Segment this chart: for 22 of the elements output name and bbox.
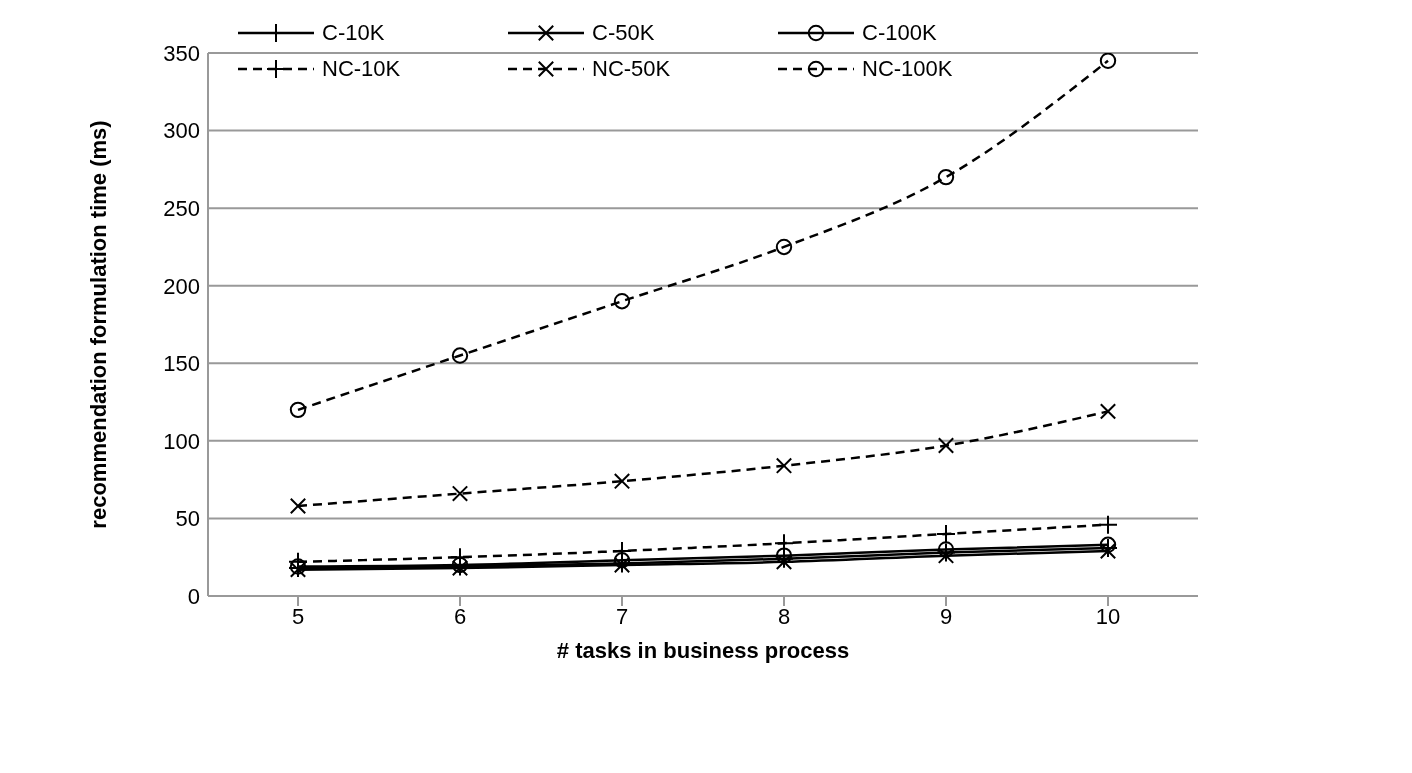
x-tick-label: 7: [615, 603, 629, 629]
y-tick-label: 0: [187, 583, 200, 609]
legend-label: C-100K: [862, 20, 937, 46]
x-tick-label: 8: [777, 603, 791, 629]
y-tick-label: 50: [175, 506, 200, 532]
x-tick-label: 5: [291, 603, 305, 629]
x-tick-label: 9: [939, 603, 953, 629]
y-tick-label: 350: [163, 40, 200, 66]
y-tick-label: 100: [163, 428, 200, 454]
y-axis-title: recommendation formulation time (ms): [85, 120, 111, 529]
y-tick-label: 150: [163, 351, 200, 377]
y-tick-label: 200: [163, 273, 200, 299]
x-axis-title: # tasks in business process: [556, 638, 850, 663]
legend-label: NC-50K: [592, 56, 671, 82]
legend-label: C-10K: [322, 20, 385, 46]
x-tick-label: 10: [1095, 603, 1121, 629]
legend-label: C-50K: [592, 20, 655, 46]
y-tick-label: 300: [163, 118, 200, 144]
legend-label: NC-100K: [862, 56, 953, 82]
x-tick-label: 6: [453, 603, 467, 629]
legend-label: NC-10K: [322, 56, 401, 82]
y-tick-label: 250: [163, 195, 200, 221]
